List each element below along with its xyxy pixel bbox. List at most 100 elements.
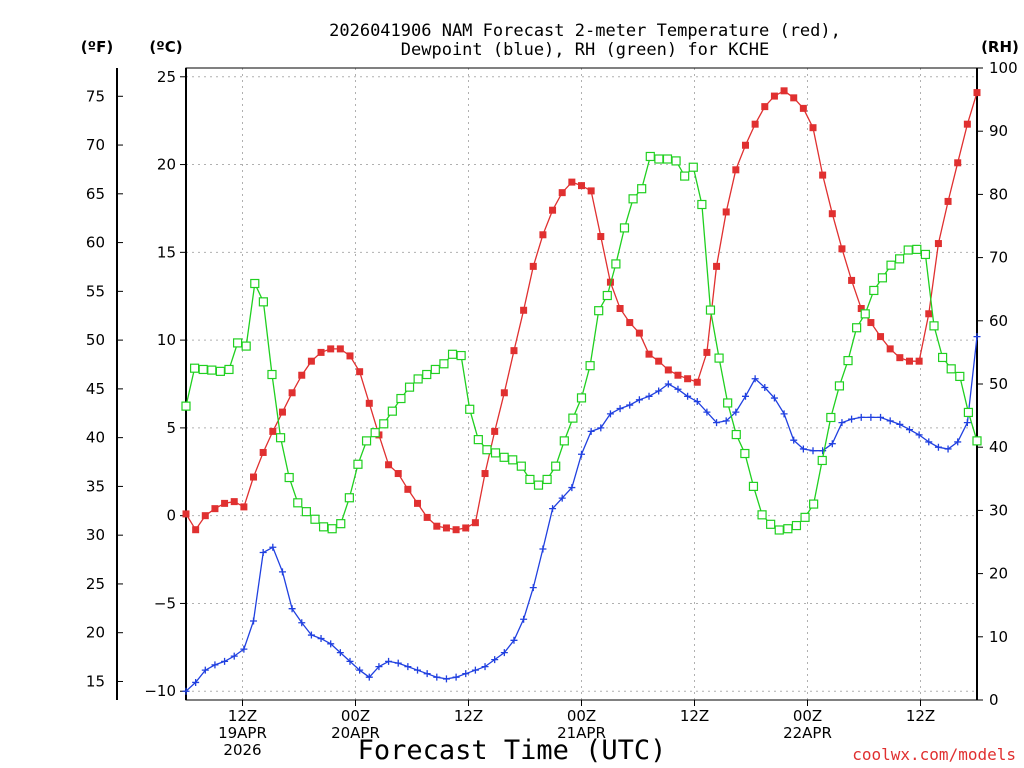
rh-point	[705, 305, 716, 315]
temperature-point	[635, 329, 643, 337]
rh-point	[361, 436, 372, 446]
dewpoint-point	[549, 505, 557, 513]
rh-point	[929, 321, 939, 331]
rh-point	[224, 364, 234, 375]
temperature-point	[288, 389, 296, 397]
dewpoint-point	[828, 440, 836, 448]
dewpoint-point	[597, 424, 605, 432]
temperature-point	[732, 166, 740, 174]
rh-point	[791, 520, 802, 531]
dewpoint-point	[915, 431, 923, 439]
dewpoint-point	[944, 445, 952, 453]
rh-point	[783, 524, 793, 534]
dewpoint-point	[240, 645, 248, 653]
temperature-point	[230, 498, 238, 506]
dewpoint-point	[336, 649, 344, 657]
temperature-point	[269, 427, 277, 435]
dewpoint-point	[973, 333, 981, 341]
temperature-point	[423, 513, 431, 521]
rh-point	[585, 361, 595, 371]
temperature-point	[558, 189, 566, 197]
rh-point	[215, 366, 225, 376]
rh-point	[714, 353, 724, 363]
temperature-point	[414, 499, 422, 507]
dewpoint-point	[182, 687, 190, 695]
dewpoint-point	[269, 543, 277, 551]
rh-tick-label: 20	[989, 565, 1008, 583]
temperature-point	[452, 526, 460, 534]
rh-point	[207, 365, 217, 375]
rh-point	[318, 522, 329, 532]
x-tick-label: 12Z	[454, 707, 483, 725]
celsius-tick-label: 0	[166, 507, 176, 525]
chart-title-line-1: 2026041906 NAM Forecast 2-meter Temperat…	[329, 21, 841, 41]
dewpoint-point	[886, 417, 894, 425]
rh-point	[757, 510, 767, 520]
dewpoint-point	[394, 659, 402, 667]
rh-point	[284, 472, 294, 483]
temperature-point	[278, 408, 286, 416]
celsius-tick-label: −10	[144, 682, 176, 700]
temperature-point	[307, 357, 315, 365]
celsius-tick-label: 25	[157, 68, 176, 86]
rh-point	[490, 448, 501, 458]
rh-point	[860, 309, 870, 319]
temperature-point	[703, 348, 711, 356]
temperature-point	[848, 276, 856, 284]
data-series	[181, 87, 982, 695]
x-tick-label: 2026	[223, 741, 261, 759]
dewpoint-point	[375, 663, 383, 671]
chart-title: 2026041906 NAM Forecast 2-meter Temperat…	[329, 21, 841, 60]
temperature-point	[394, 470, 402, 478]
dewpoint-point	[655, 387, 663, 395]
dewpoint-point	[693, 398, 701, 406]
x-tick-label: 19APR	[218, 724, 267, 742]
rh-point	[903, 245, 913, 255]
temperature-point	[529, 262, 537, 270]
dewpoint-point	[288, 605, 296, 613]
dewpoint-point	[404, 663, 412, 671]
temperature-point	[346, 352, 354, 360]
rh-point	[774, 525, 784, 535]
dewpoint-point	[799, 445, 807, 453]
dewpoint-point	[414, 666, 422, 674]
rh-point	[525, 474, 535, 485]
temperature-point	[896, 354, 904, 362]
dewpoint-point	[674, 385, 682, 393]
dewpoint-series	[182, 333, 981, 695]
dewpoint-point	[751, 375, 759, 383]
rh-point	[396, 393, 406, 404]
temperature-point	[471, 519, 479, 527]
temperature-point	[201, 512, 209, 520]
dewpoint-point	[491, 656, 499, 664]
rh-point	[301, 507, 311, 517]
fahrenheit-tick-label: 20	[86, 624, 105, 642]
dewpoint-point	[230, 652, 238, 660]
dewpoint-point	[221, 657, 229, 665]
fahrenheit-tick-label: 55	[86, 282, 105, 300]
rh-point	[275, 433, 286, 443]
rh-point	[877, 273, 888, 283]
fahrenheit-tick-label: 40	[86, 429, 105, 447]
rh-point	[688, 162, 698, 172]
rh-point	[422, 369, 432, 380]
rh-point	[654, 154, 664, 164]
rh-point	[826, 412, 836, 423]
rh-point	[482, 445, 492, 455]
dewpoint-point	[539, 545, 547, 553]
temperature-point	[491, 427, 499, 435]
dewpoint-point	[848, 415, 856, 423]
rh-point	[594, 306, 604, 316]
rh-point	[387, 406, 397, 416]
dewpoint-point	[327, 640, 335, 648]
rh-point	[559, 436, 569, 446]
rh-tick-label: 40	[989, 438, 1008, 456]
temperature-point	[539, 231, 547, 239]
dewpoint-point	[442, 675, 450, 683]
rh-point	[508, 455, 518, 465]
dewpoint-point	[558, 494, 566, 502]
dewpoint-point	[433, 673, 441, 681]
x-axis-title: Forecast Time (UTC)	[358, 735, 667, 766]
rh-point	[963, 407, 974, 418]
temperature-point	[404, 485, 412, 493]
